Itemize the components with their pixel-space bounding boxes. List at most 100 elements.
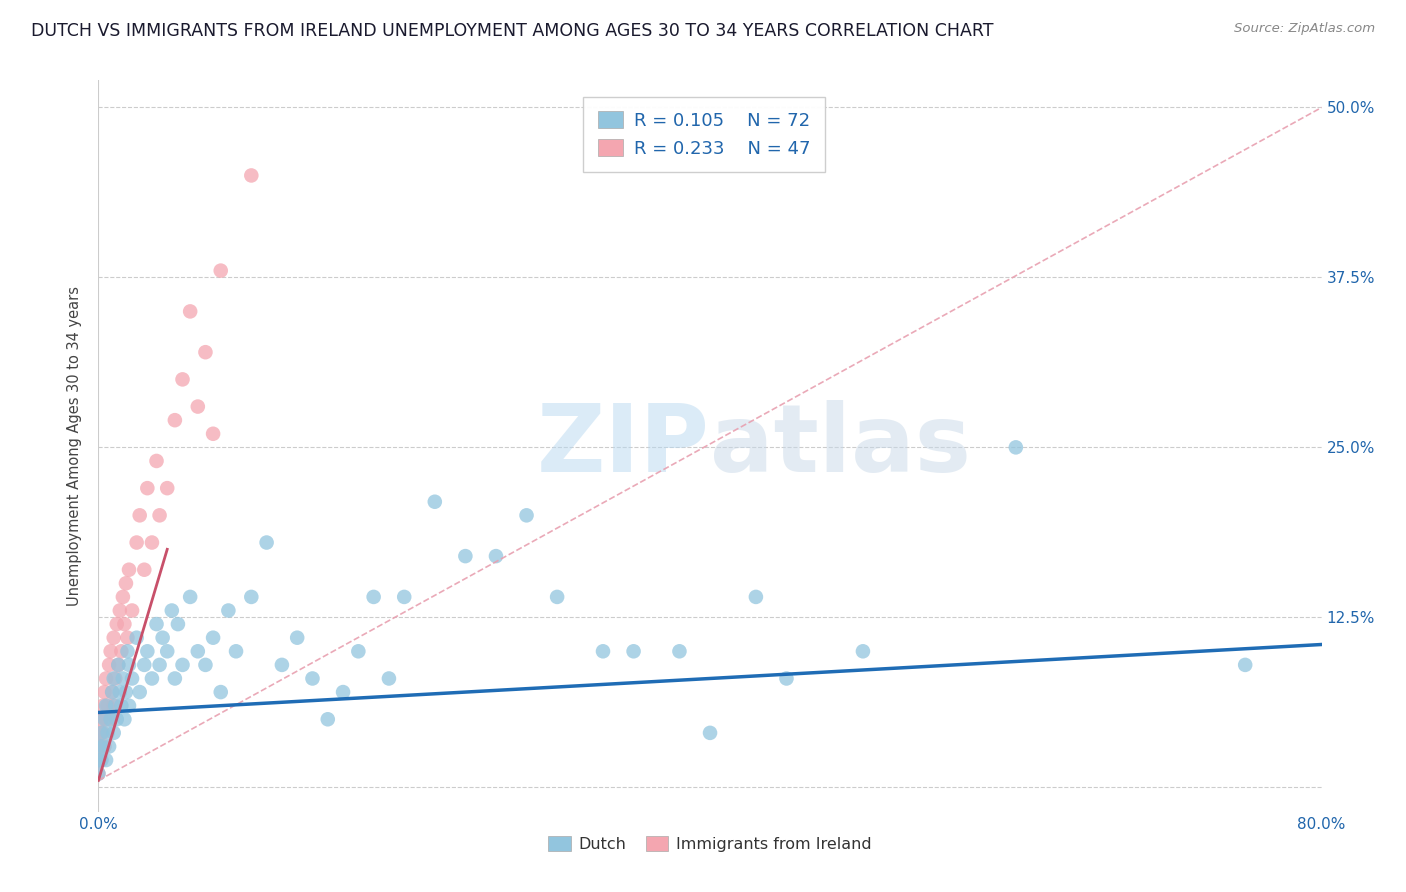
Point: [100, 712, 122, 726]
Point: [217, 603, 239, 617]
Point: [90, 753, 112, 767]
Point: [87, 766, 110, 780]
Point: [145, 617, 167, 632]
Point: [115, 685, 138, 699]
Point: [134, 657, 156, 672]
Point: [103, 672, 125, 686]
Point: [745, 590, 768, 604]
Point: [392, 590, 416, 604]
Point: [256, 535, 278, 549]
Point: [94, 753, 117, 767]
Point: [378, 672, 401, 686]
Point: [89, 753, 111, 767]
Point: [516, 508, 538, 523]
Point: [121, 672, 143, 686]
Point: [97, 726, 120, 740]
Point: [270, 657, 292, 672]
Point: [332, 685, 354, 699]
Point: [118, 563, 141, 577]
Point: [699, 726, 721, 740]
Point: [136, 481, 159, 495]
Point: [187, 400, 209, 414]
Point: [111, 672, 134, 686]
Point: [240, 169, 263, 183]
Point: [187, 644, 209, 658]
Point: [136, 644, 159, 658]
Text: ZIP: ZIP: [537, 400, 710, 492]
Point: [163, 672, 186, 686]
Point: [112, 617, 135, 632]
Point: [118, 698, 141, 713]
Point: [149, 657, 172, 672]
Point: [103, 698, 125, 713]
Point: [125, 631, 148, 645]
Point: [546, 590, 568, 604]
Point: [108, 685, 131, 699]
Point: [160, 603, 183, 617]
Point: [118, 657, 141, 672]
Point: [194, 657, 217, 672]
Point: [107, 657, 129, 672]
Point: [117, 631, 139, 645]
Point: [128, 508, 150, 523]
Point: [172, 657, 194, 672]
Point: [623, 644, 645, 658]
Point: [301, 672, 323, 686]
Point: [179, 304, 201, 318]
Point: [98, 657, 121, 672]
Text: atlas: atlas: [710, 400, 972, 492]
Point: [100, 644, 122, 658]
Point: [101, 685, 124, 699]
Point: [121, 603, 143, 617]
Point: [89, 726, 111, 740]
Point: [172, 372, 194, 386]
Point: [103, 631, 125, 645]
Point: [94, 672, 117, 686]
Point: [454, 549, 477, 563]
Point: [363, 590, 385, 604]
Point: [100, 712, 122, 726]
Point: [202, 426, 225, 441]
Point: [152, 631, 174, 645]
Point: [110, 644, 132, 658]
Point: [1004, 441, 1026, 455]
Point: [94, 698, 117, 713]
Point: [209, 263, 232, 277]
Point: [485, 549, 508, 563]
Point: [225, 644, 247, 658]
Point: [111, 590, 134, 604]
Point: [91, 726, 114, 740]
Point: [592, 644, 614, 658]
Point: [145, 454, 167, 468]
Point: [107, 657, 129, 672]
Point: [209, 685, 232, 699]
Point: [668, 644, 690, 658]
Point: [110, 698, 132, 713]
Point: [125, 535, 148, 549]
Point: [101, 685, 124, 699]
Y-axis label: Unemployment Among Ages 30 to 34 years: Unemployment Among Ages 30 to 34 years: [67, 286, 83, 606]
Point: [105, 617, 128, 632]
Point: [163, 413, 186, 427]
Point: [89, 739, 111, 754]
Point: [93, 712, 115, 726]
Point: [179, 590, 201, 604]
Point: [202, 631, 225, 645]
Point: [285, 631, 308, 645]
Point: [852, 644, 875, 658]
Point: [93, 685, 115, 699]
Point: [87, 766, 110, 780]
Point: [90, 726, 112, 740]
Point: [134, 563, 156, 577]
Point: [108, 603, 131, 617]
Point: [90, 739, 112, 754]
Point: [104, 698, 127, 713]
Point: [1234, 657, 1257, 672]
Point: [87, 753, 110, 767]
Point: [91, 739, 114, 754]
Point: [141, 672, 163, 686]
Point: [156, 481, 179, 495]
Point: [423, 494, 446, 508]
Point: [87, 739, 110, 754]
Point: [105, 712, 128, 726]
